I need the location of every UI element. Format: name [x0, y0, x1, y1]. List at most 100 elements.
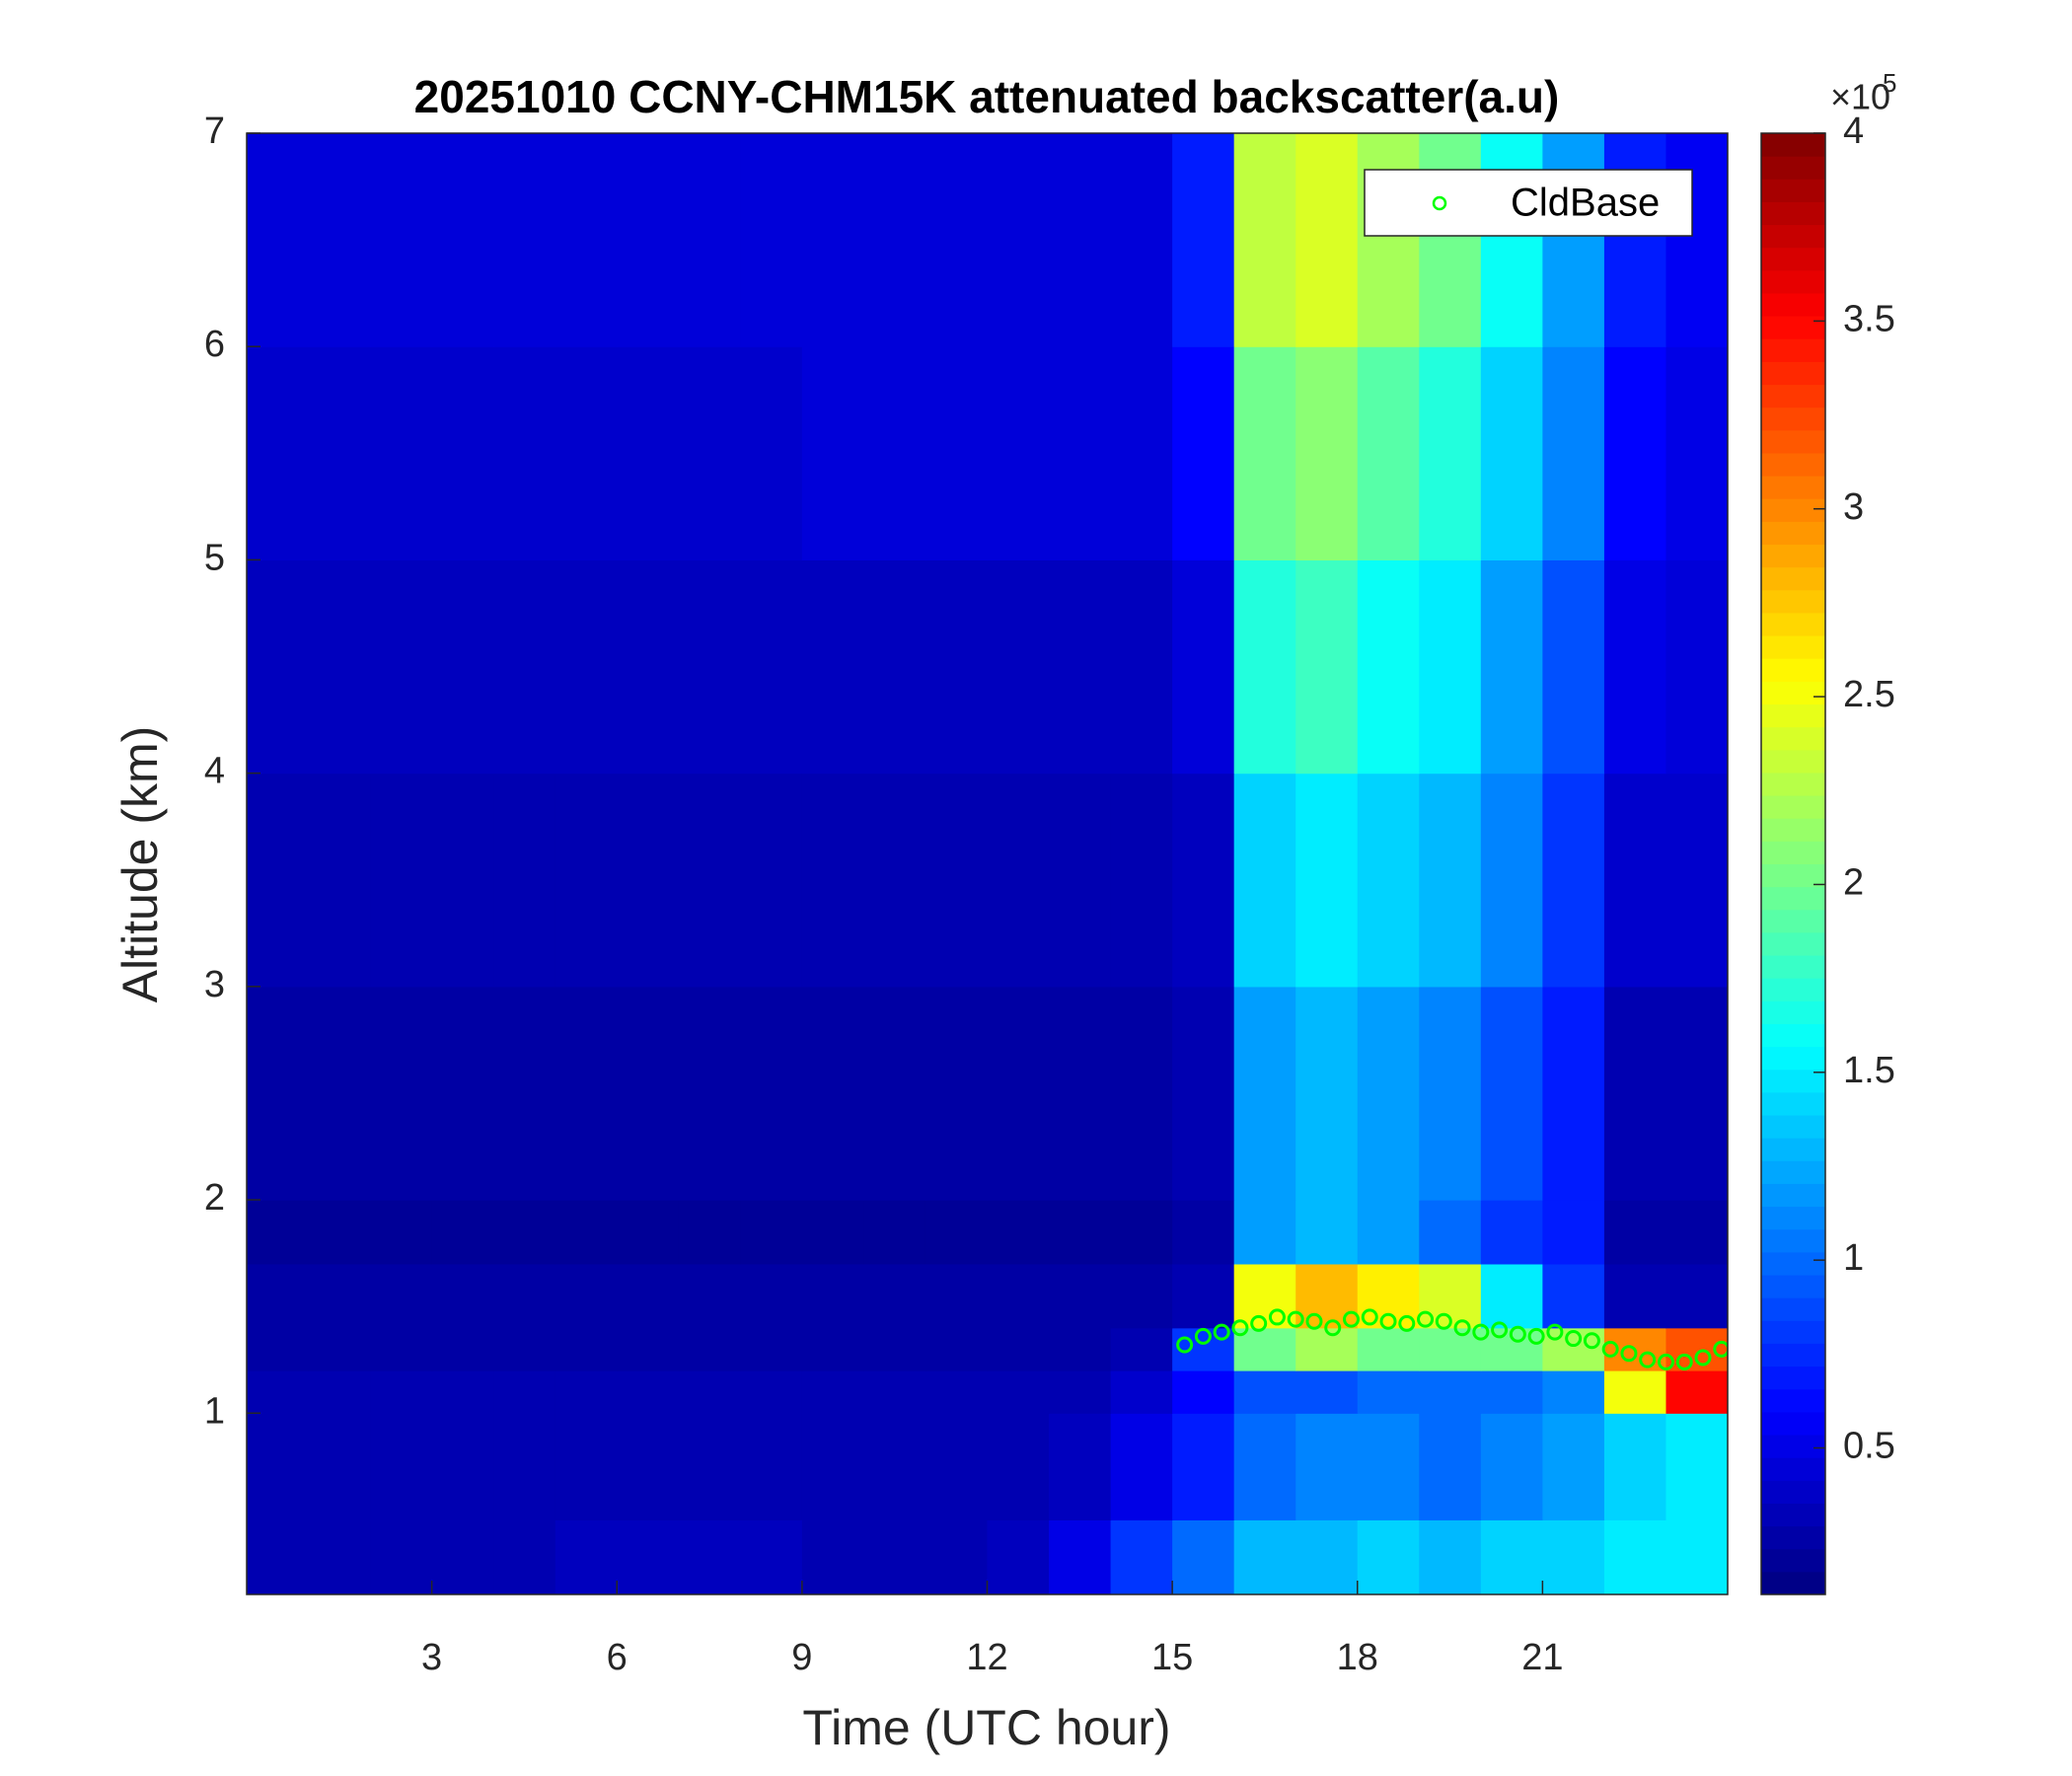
colorbar-segment [1761, 795, 1825, 819]
heatmap-cell [1542, 986, 1605, 1201]
heatmap-cell [1110, 1369, 1173, 1414]
colorbar-multiplier: ×10 [1830, 77, 1890, 117]
colorbar-segment [1761, 1297, 1825, 1321]
colorbar-segment [1761, 1183, 1825, 1208]
cloud-base-point [1713, 1340, 1728, 1358]
colorbar-segment [1761, 338, 1825, 362]
heatmap-cell [1603, 133, 1667, 347]
heatmap-cell [863, 1519, 926, 1594]
heatmap-cell [370, 1327, 433, 1371]
cloud-base-point [1583, 1332, 1600, 1350]
heatmap-cell [863, 559, 926, 775]
colorbar-segment [1761, 931, 1825, 956]
heatmap-cell [493, 1369, 556, 1414]
colorbar-segment [1761, 658, 1825, 682]
heatmap-cell [1480, 1369, 1543, 1414]
heatmap-cell [925, 346, 989, 561]
heatmap-cell [925, 133, 989, 347]
heatmap-cell [925, 986, 989, 1201]
heatmap-cell [925, 1413, 989, 1520]
heatmap-cell [1542, 133, 1605, 347]
colorbar-segment [1761, 909, 1825, 933]
heatmap-cell [801, 1413, 865, 1520]
cloud-base-point [1379, 1312, 1397, 1330]
legend-label: CldBase [1511, 182, 1660, 225]
heatmap-cell [247, 1369, 310, 1414]
y-tick-label: 3 [204, 964, 225, 1005]
heatmap-cell [1665, 559, 1728, 775]
heatmap-cell [555, 1263, 618, 1329]
heatmap-cell [1172, 986, 1235, 1201]
heatmap-cell [1110, 773, 1173, 988]
heatmap-cell [1233, 1519, 1296, 1594]
heatmap-cell [370, 1519, 433, 1594]
heatmap-cell [740, 1327, 803, 1371]
heatmap-cell [370, 986, 433, 1201]
colorbar-segment [1761, 179, 1825, 202]
heatmap-cell [801, 346, 865, 561]
heatmap-cell [678, 1200, 741, 1265]
heatmap-cell [1295, 1200, 1359, 1265]
heatmap-cell [863, 1263, 926, 1329]
heatmap-cell [1665, 1263, 1728, 1329]
heatmap-cell [1233, 773, 1296, 988]
heatmap-cell [1480, 986, 1543, 1201]
colorbar-segment [1761, 589, 1825, 614]
colorbar-segment [1761, 1115, 1825, 1139]
heatmap-cell [1049, 1263, 1112, 1329]
heatmap-cell [1480, 1519, 1543, 1594]
heatmap-cell [370, 1263, 433, 1329]
heatmap-cell [1603, 1200, 1667, 1265]
heatmap-cell [555, 986, 618, 1201]
colorbar-segment [1761, 1138, 1825, 1161]
heatmap-cell [431, 1369, 494, 1414]
heatmap-cell [1110, 1413, 1173, 1520]
heatmap-cell [1603, 1413, 1667, 1520]
heatmap-cell [617, 133, 680, 347]
heatmap-cell [1357, 986, 1420, 1201]
heatmap-cell [431, 986, 494, 1201]
heatmap-cell [1357, 1413, 1420, 1520]
heatmap-cell [617, 1519, 680, 1594]
colorbar-segment [1761, 1571, 1825, 1595]
heatmap-cell [1665, 1519, 1728, 1594]
heatmap-cell [493, 1263, 556, 1329]
colorbar-segment [1761, 1160, 1825, 1184]
heatmap-cell [308, 1369, 371, 1414]
heatmap-cell [617, 346, 680, 561]
heatmap-cell [863, 346, 926, 561]
heatmap-cell [1233, 346, 1296, 561]
heatmap-cell [925, 559, 989, 775]
heatmap-cell [863, 1413, 926, 1520]
colorbar-segment [1761, 1228, 1825, 1253]
heatmap-cell [555, 1369, 618, 1414]
heatmap-cell [1049, 773, 1112, 988]
colorbar-segment [1761, 978, 1825, 1001]
cloud-base-point [1305, 1312, 1323, 1330]
heatmap-cell [863, 1327, 926, 1371]
heatmap-cell [555, 1413, 618, 1520]
cloud-base-point [1194, 1327, 1212, 1345]
colorbar-tick-label: 1 [1843, 1237, 1864, 1279]
colorbar-tick-label: 2 [1843, 861, 1864, 903]
colorbar-segment [1761, 1435, 1825, 1458]
heatmap-cell [1295, 133, 1359, 347]
cloud-base-point [1694, 1349, 1712, 1367]
heatmap-cell [617, 1263, 680, 1329]
heatmap-cell [493, 1519, 556, 1594]
colorbar-segment [1761, 1525, 1825, 1550]
heatmap-cell [801, 1200, 865, 1265]
colorbar-segment [1761, 476, 1825, 499]
y-tick-label: 5 [204, 537, 225, 578]
heatmap-cell [678, 1413, 741, 1520]
heatmap-cell [1542, 346, 1605, 561]
heatmap-cell [1419, 133, 1482, 347]
heatmap-cell [308, 1327, 371, 1371]
heatmap-cell [1357, 773, 1420, 988]
heatmap-cell [1542, 1263, 1605, 1329]
colorbar-segment [1761, 749, 1825, 774]
colorbar-segment [1761, 156, 1825, 180]
heatmap-cell [555, 1327, 618, 1371]
heatmap-cell [1419, 1369, 1482, 1414]
cloud-base-point [1675, 1353, 1693, 1370]
